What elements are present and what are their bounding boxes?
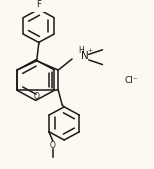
Text: N: N	[81, 51, 89, 61]
Text: F: F	[36, 0, 41, 9]
Text: O: O	[34, 92, 40, 101]
Text: H: H	[78, 46, 84, 55]
Text: +: +	[87, 48, 92, 53]
Text: Cl⁻: Cl⁻	[124, 76, 138, 85]
Text: O: O	[50, 141, 56, 150]
